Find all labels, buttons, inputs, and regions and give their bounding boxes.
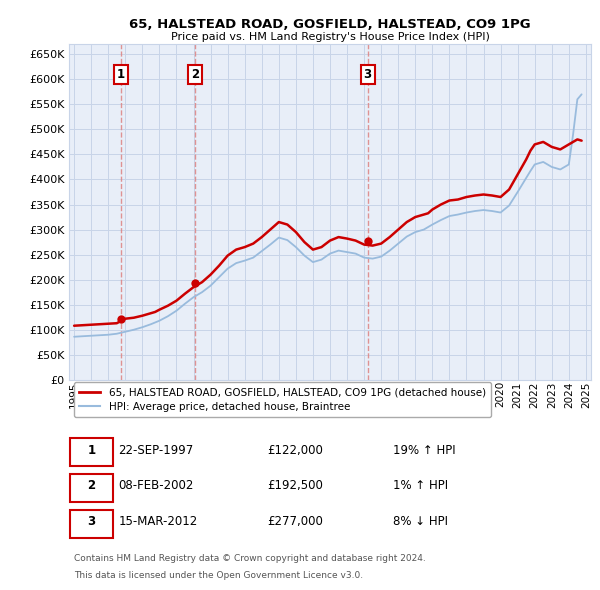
Text: Contains HM Land Registry data © Crown copyright and database right 2024.: Contains HM Land Registry data © Crown c… (74, 553, 426, 563)
Text: 8% ↓ HPI: 8% ↓ HPI (392, 515, 448, 528)
Legend: 65, HALSTEAD ROAD, GOSFIELD, HALSTEAD, CO9 1PG (detached house), HPI: Average pr: 65, HALSTEAD ROAD, GOSFIELD, HALSTEAD, C… (74, 382, 491, 417)
Text: £277,000: £277,000 (268, 515, 323, 528)
Text: 3: 3 (88, 515, 95, 528)
FancyBboxPatch shape (70, 510, 113, 538)
Text: 1: 1 (88, 444, 95, 457)
Text: 15-MAR-2012: 15-MAR-2012 (119, 515, 198, 528)
Text: 08-FEB-2002: 08-FEB-2002 (119, 480, 194, 493)
Text: 1% ↑ HPI: 1% ↑ HPI (392, 480, 448, 493)
FancyBboxPatch shape (70, 438, 113, 467)
Text: 2: 2 (88, 480, 95, 493)
Text: £122,000: £122,000 (268, 444, 323, 457)
Text: 1: 1 (116, 68, 125, 81)
Text: Price paid vs. HM Land Registry's House Price Index (HPI): Price paid vs. HM Land Registry's House … (170, 32, 490, 42)
Text: 22-SEP-1997: 22-SEP-1997 (119, 444, 194, 457)
Text: 19% ↑ HPI: 19% ↑ HPI (392, 444, 455, 457)
Text: 3: 3 (364, 68, 371, 81)
Text: 65, HALSTEAD ROAD, GOSFIELD, HALSTEAD, CO9 1PG: 65, HALSTEAD ROAD, GOSFIELD, HALSTEAD, C… (129, 18, 531, 31)
Text: This data is licensed under the Open Government Licence v3.0.: This data is licensed under the Open Gov… (74, 571, 364, 580)
Text: 2: 2 (191, 68, 199, 81)
FancyBboxPatch shape (70, 474, 113, 502)
Text: £192,500: £192,500 (268, 480, 323, 493)
